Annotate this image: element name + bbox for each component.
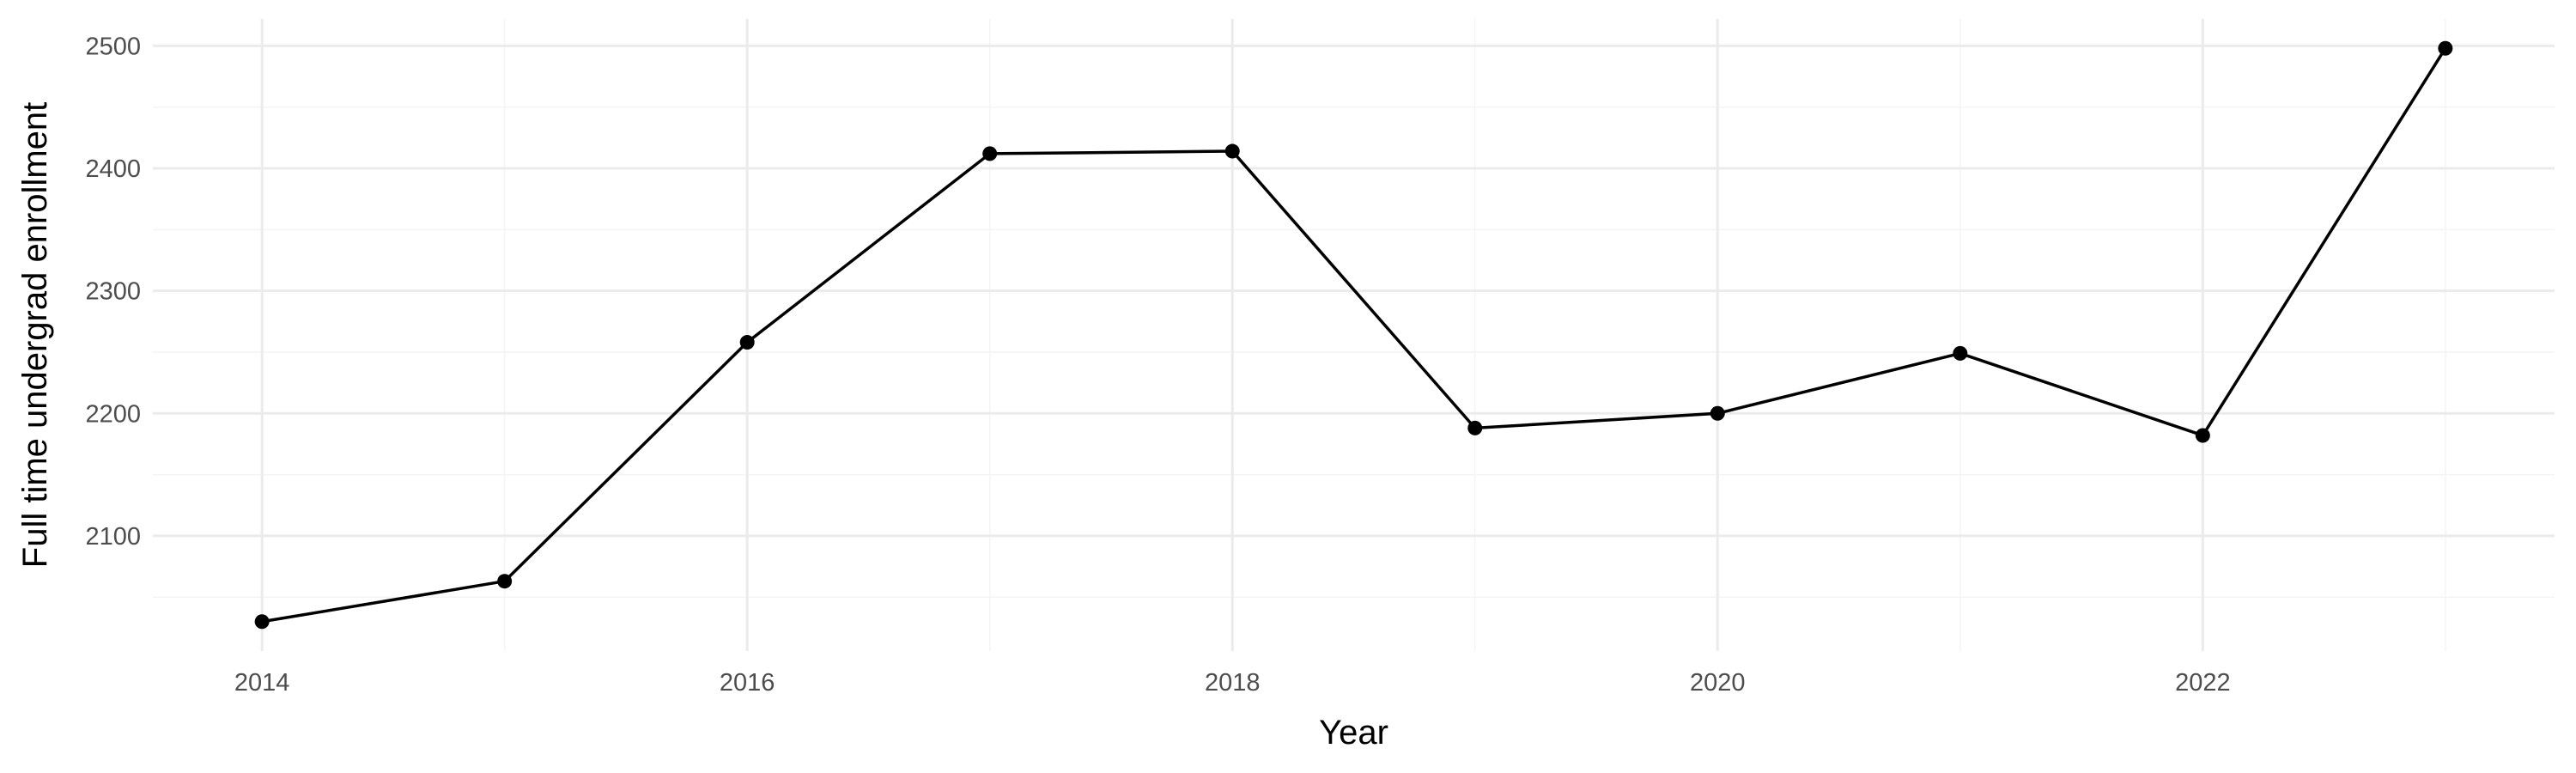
data-point <box>2438 40 2453 56</box>
grid <box>153 19 2555 651</box>
data-point <box>1467 420 1483 435</box>
x-tick-label: 2022 <box>2175 669 2231 697</box>
y-tick-label: 2200 <box>85 400 141 428</box>
y-tick-label: 2100 <box>85 523 141 551</box>
data-point <box>497 574 513 589</box>
x-tick-label: 2014 <box>234 669 290 697</box>
data-point <box>1710 405 1725 421</box>
axis-ticks: 2014 2016 2018 2020 2022 2100 2200 2300 2400 2500 <box>85 33 2230 697</box>
data-point <box>2195 428 2210 443</box>
data-point <box>1224 143 1240 159</box>
y-tick-label: 2500 <box>85 33 141 60</box>
data-point <box>254 614 270 630</box>
series-line <box>261 47 2447 624</box>
data-point <box>1953 345 1968 361</box>
y-tick-label: 2400 <box>85 155 141 183</box>
y-axis-title: Full time undergrad enrollment <box>16 102 54 568</box>
data-point <box>739 335 755 350</box>
x-tick-label: 2016 <box>720 669 775 697</box>
series <box>254 40 2453 630</box>
x-axis-title: Year <box>1319 714 1388 752</box>
x-tick-label: 2018 <box>1205 669 1261 697</box>
y-tick-label: 2300 <box>85 278 141 306</box>
data-point <box>982 146 998 161</box>
x-tick-label: 2020 <box>1690 669 1746 697</box>
